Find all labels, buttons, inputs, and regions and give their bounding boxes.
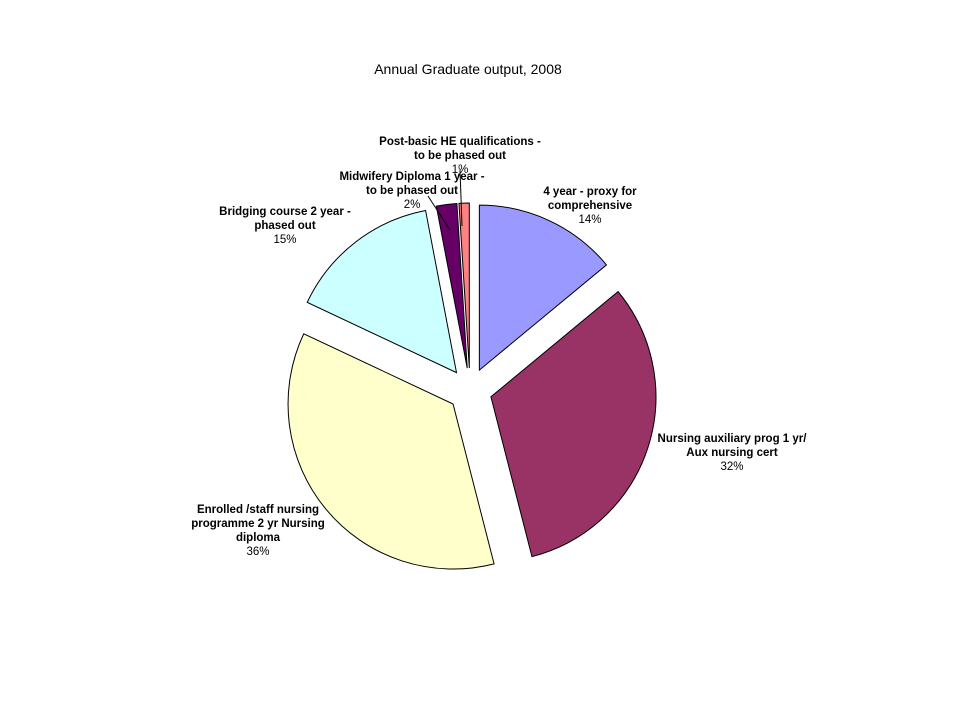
pie-slice xyxy=(435,202,468,369)
slice-label: Nursing auxiliary prog 1 yr/Aux nursing … xyxy=(658,433,808,473)
slice-label: Bridging course 2 year -phased out 15% xyxy=(219,206,351,246)
pie-slice xyxy=(478,204,608,372)
leader-line xyxy=(459,169,463,227)
leader-line xyxy=(427,195,451,231)
leader-lines xyxy=(427,169,463,231)
pie-slice xyxy=(306,209,458,374)
pie-slice xyxy=(287,333,495,570)
slice-label: Midwifery Diploma 1 year -to be phased o… xyxy=(339,171,484,211)
chart-title: Annual Graduate output, 2008 xyxy=(374,61,562,77)
pie-slice xyxy=(490,290,657,558)
slice-labels: 4 year - proxy for comprehensive 14% Nursin… xyxy=(191,136,807,558)
pie-slice xyxy=(458,202,470,369)
slice-label: Post-basic HE qualifications -to be phas… xyxy=(379,136,541,176)
pie-slices xyxy=(287,202,657,570)
slice-label: Enrolled /staff nursing programme 2 yr Nu… xyxy=(191,504,325,558)
slice-label: 4 year - proxy for comprehensive 14% xyxy=(543,186,637,226)
